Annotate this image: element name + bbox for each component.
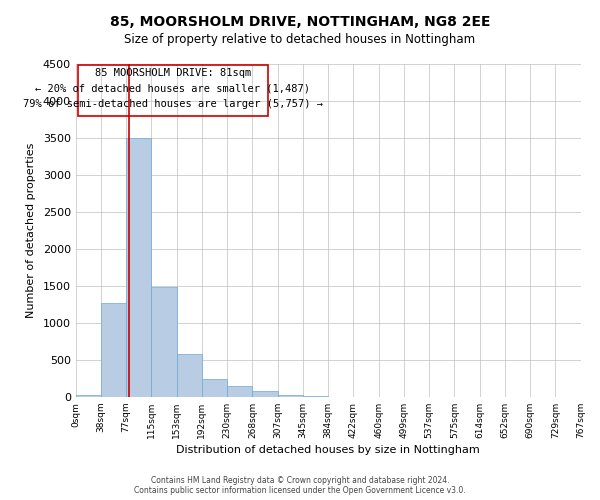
Text: 79% of semi-detached houses are larger (5,757) →: 79% of semi-detached houses are larger (… (23, 99, 323, 109)
Bar (278, 396, 303, 397)
Bar (176, 354, 202, 397)
Bar (227, 386, 253, 397)
Text: 85 MOORSHOLM DRIVE: 81sqm: 85 MOORSHOLM DRIVE: 81sqm (95, 68, 251, 78)
Bar (202, 378, 227, 397)
Text: Size of property relative to detached houses in Nottingham: Size of property relative to detached ho… (124, 32, 476, 46)
Text: ← 20% of detached houses are smaller (1,487): ← 20% of detached houses are smaller (1,… (35, 84, 310, 94)
X-axis label: Distribution of detached houses by size in Nottingham: Distribution of detached houses by size … (176, 445, 480, 455)
Bar (101, 303, 126, 397)
Bar (76, 394, 101, 397)
Bar (126, 138, 151, 397)
Bar (151, 288, 176, 397)
Text: 85, MOORSHOLM DRIVE, NOTTINGHAM, NG8 2EE: 85, MOORSHOLM DRIVE, NOTTINGHAM, NG8 2EE (110, 15, 490, 29)
Bar (253, 392, 278, 397)
Y-axis label: Number of detached properties: Number of detached properties (26, 142, 36, 318)
Text: Contains HM Land Registry data © Crown copyright and database right 2024.
Contai: Contains HM Land Registry data © Crown c… (134, 476, 466, 495)
